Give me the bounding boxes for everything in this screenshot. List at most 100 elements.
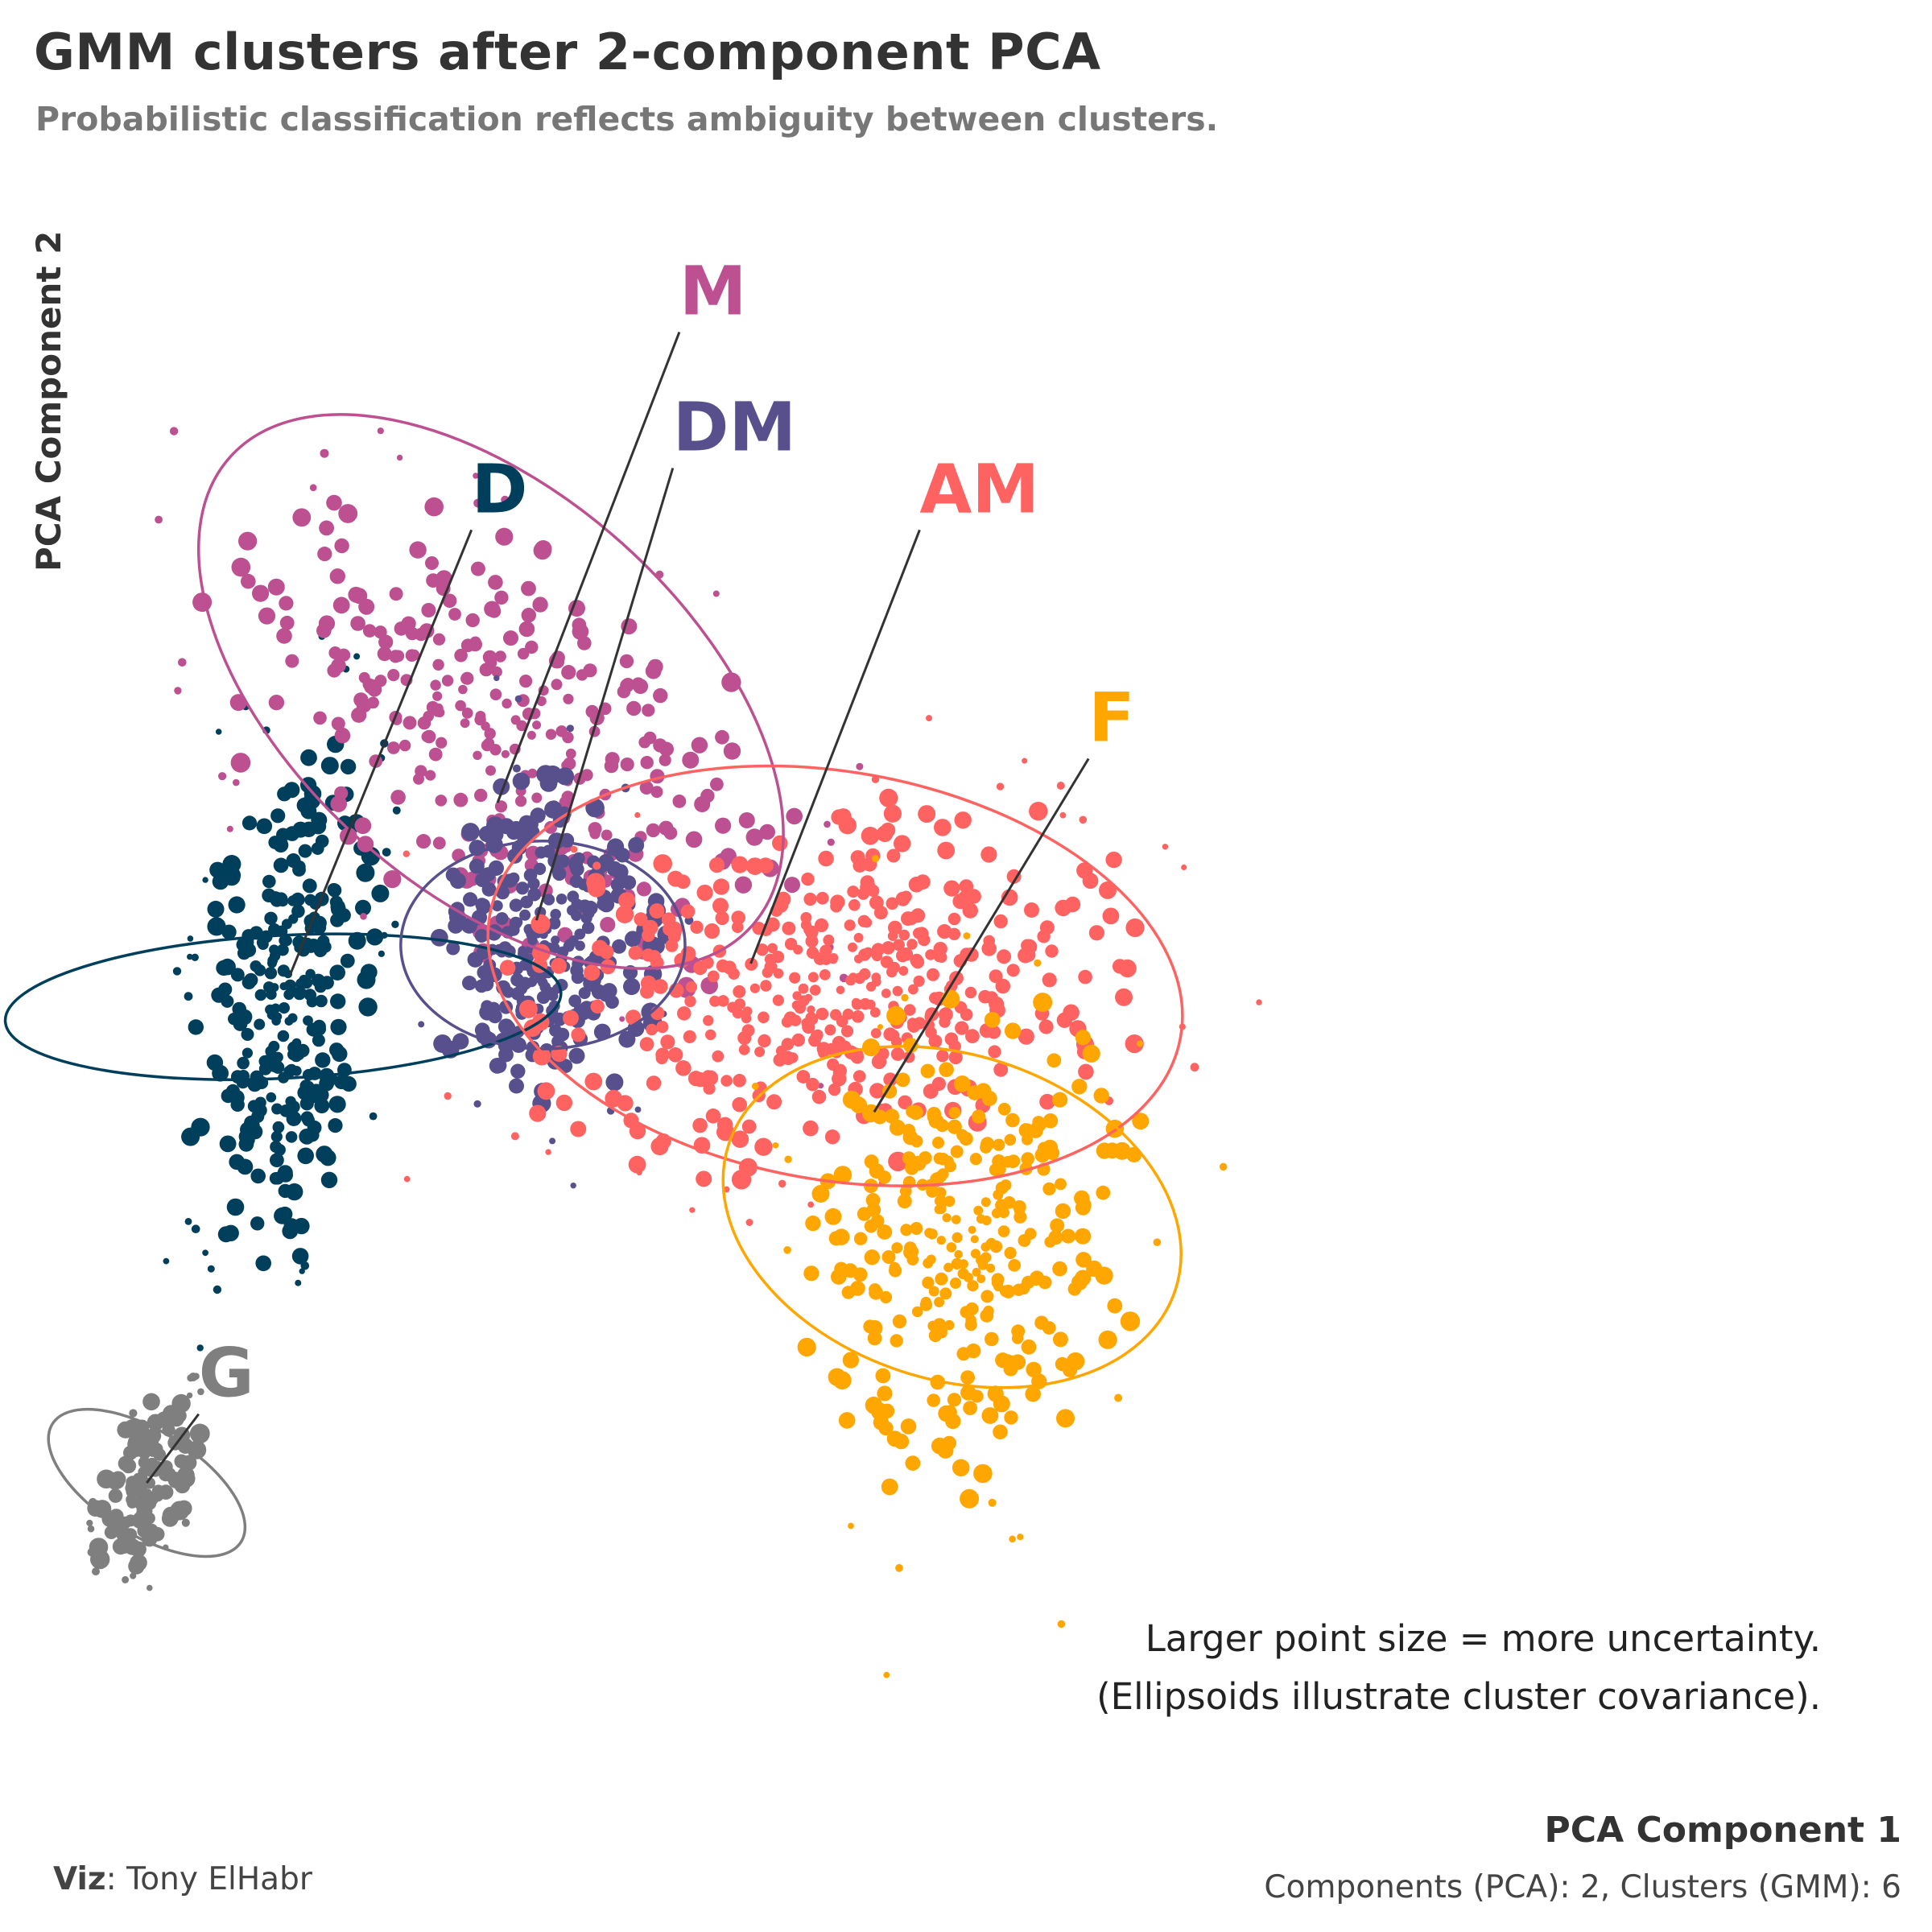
chart-subtitle: Probabilistic classification reflects am… xyxy=(35,100,1219,138)
point-f xyxy=(1011,1332,1024,1344)
point-am xyxy=(1099,881,1117,899)
point-am xyxy=(1064,896,1081,913)
point-d xyxy=(272,1121,285,1133)
point-d xyxy=(311,811,328,828)
point-f xyxy=(848,1522,854,1530)
point-am xyxy=(1162,844,1169,850)
point-d xyxy=(277,895,289,907)
leader-line-am xyxy=(749,529,921,964)
point-f xyxy=(927,1320,939,1331)
point-m xyxy=(734,876,753,894)
point-am xyxy=(571,1027,586,1042)
point-am xyxy=(653,979,668,994)
point-m xyxy=(721,672,741,692)
point-m xyxy=(334,538,349,554)
point-dm xyxy=(585,798,605,818)
point-dm xyxy=(460,917,478,934)
point-dm xyxy=(568,994,582,1008)
point-d xyxy=(268,923,281,936)
point-am xyxy=(707,970,720,983)
point-am xyxy=(782,921,796,935)
point-d xyxy=(382,848,391,857)
point-m xyxy=(317,547,332,562)
point-am xyxy=(938,1007,953,1022)
point-g xyxy=(174,1454,189,1469)
point-f xyxy=(889,1119,906,1136)
point-am xyxy=(1078,1063,1094,1080)
point-dm xyxy=(549,1024,562,1038)
point-d xyxy=(312,1034,325,1047)
cluster-label-g: G xyxy=(199,1334,254,1413)
point-am xyxy=(1088,925,1104,941)
point-m xyxy=(545,729,557,740)
point-m xyxy=(738,812,755,828)
point-am xyxy=(1078,969,1092,985)
point-m xyxy=(356,697,372,713)
point-d xyxy=(292,821,309,838)
point-m xyxy=(691,737,708,753)
point-d xyxy=(320,757,339,775)
point-dm xyxy=(634,1106,642,1113)
point-am xyxy=(1042,972,1057,988)
point-f xyxy=(1056,1409,1075,1428)
point-dm xyxy=(519,909,531,921)
point-am xyxy=(650,1137,669,1156)
point-m xyxy=(619,1016,625,1022)
point-am xyxy=(869,895,884,910)
point-d xyxy=(355,899,371,916)
point-am xyxy=(993,914,1008,929)
cluster-label-f: F xyxy=(1088,679,1134,758)
point-g xyxy=(86,1519,93,1527)
point-d xyxy=(270,808,286,824)
point-am xyxy=(980,846,997,863)
point-am xyxy=(563,1009,579,1026)
point-dm xyxy=(449,873,466,890)
point-m xyxy=(561,665,576,680)
point-m xyxy=(319,520,334,536)
point-f xyxy=(980,1197,991,1208)
point-dm xyxy=(581,921,595,935)
point-m xyxy=(417,716,431,730)
point-f xyxy=(1098,1330,1117,1349)
point-d xyxy=(191,1117,210,1137)
point-f xyxy=(906,1253,919,1265)
point-m xyxy=(331,716,345,731)
point-m xyxy=(328,646,342,659)
point-am xyxy=(807,1005,815,1014)
point-am xyxy=(838,815,857,835)
point-m xyxy=(672,795,687,808)
leader-layer xyxy=(146,332,1090,1484)
point-f xyxy=(1075,1030,1091,1046)
point-dm xyxy=(593,1023,611,1041)
cluster-label-am: AM xyxy=(919,449,1039,528)
point-f xyxy=(1004,1410,1018,1425)
point-m xyxy=(155,515,163,524)
point-f xyxy=(1063,1362,1078,1377)
point-m xyxy=(218,772,227,781)
point-am xyxy=(1039,1093,1055,1110)
point-f xyxy=(991,1277,1004,1289)
point-f xyxy=(950,1278,961,1289)
point-am xyxy=(907,1019,921,1033)
point-am xyxy=(570,845,578,853)
point-m xyxy=(425,770,436,781)
point-am xyxy=(715,910,729,926)
point-am xyxy=(828,955,838,964)
uncertainty-note: Larger point size = more uncertainty. (E… xyxy=(1096,1610,1821,1726)
point-f xyxy=(943,1195,956,1208)
point-d xyxy=(229,1154,246,1170)
point-dm xyxy=(552,865,565,878)
point-m xyxy=(425,556,439,570)
point-am xyxy=(824,1129,840,1145)
point-m xyxy=(329,568,345,584)
point-d xyxy=(202,1249,208,1257)
point-f xyxy=(850,1096,868,1114)
point-g xyxy=(160,1415,175,1430)
point-d xyxy=(215,729,222,735)
point-f xyxy=(934,1204,944,1215)
point-am xyxy=(731,910,745,925)
point-d xyxy=(254,1096,266,1108)
point-m xyxy=(759,824,775,840)
point-g xyxy=(108,1488,123,1503)
point-am xyxy=(811,1089,827,1104)
